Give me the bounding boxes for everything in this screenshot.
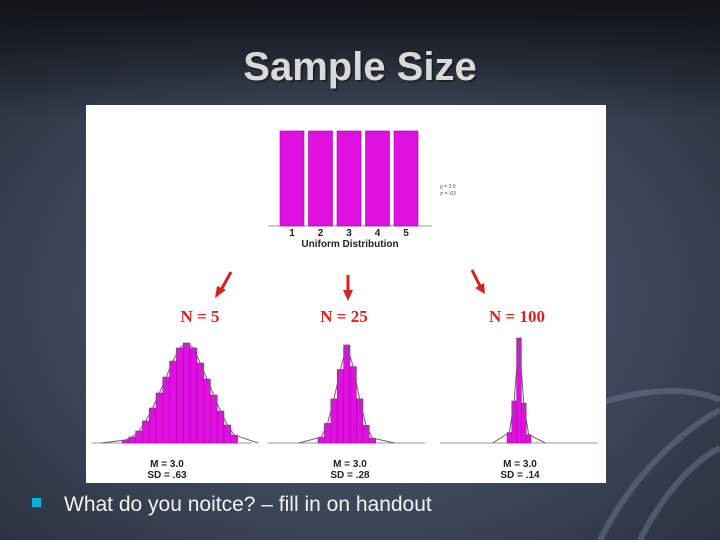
bar [365,130,390,227]
stat: SD = .14 [500,470,540,481]
stat: M = 3.0 [503,459,537,470]
axis-label: 3 [346,228,352,239]
caption: Uniform Distribution [301,239,398,250]
bar [176,347,184,444]
bar [155,392,164,444]
background-shade [0,0,720,120]
stat: μ = 3.0 [440,184,456,190]
sample-label: N = 100 [489,307,545,326]
bullet-square [32,498,41,507]
bar [162,376,170,444]
bar [279,130,305,227]
bar [324,423,332,444]
bar [521,402,527,444]
title: Sample Size [243,45,476,89]
sample-label: N = 5 [181,307,220,326]
curve [492,337,546,444]
stat: SD = .63 [147,470,187,481]
axis-label: 5 [403,228,409,239]
title-shadow: Sample Size [245,47,478,91]
axis-label: 2 [318,228,324,239]
bar [182,342,191,444]
arrows [215,269,485,301]
bullet-text: What do you noitce? – fill in on handout [64,493,432,516]
axis-label: 4 [375,228,381,239]
bar [511,400,517,444]
bar [393,130,419,227]
curve [298,343,395,444]
bar [210,394,218,444]
stat: SD = .28 [330,470,370,481]
bar [336,130,362,227]
bar [203,378,211,444]
bar [169,360,177,444]
sample-label: N = 25 [320,307,367,326]
stat: M = 3.0 [333,459,367,470]
bar [343,344,351,444]
bar [362,425,370,444]
stat: M = 3.0 [150,459,184,470]
axis-label: 1 [289,228,295,239]
bar [308,130,333,227]
bar [196,362,204,444]
stat: σ = .63 [440,191,456,197]
curve [101,342,259,444]
bar [356,398,364,444]
bar [189,347,198,444]
